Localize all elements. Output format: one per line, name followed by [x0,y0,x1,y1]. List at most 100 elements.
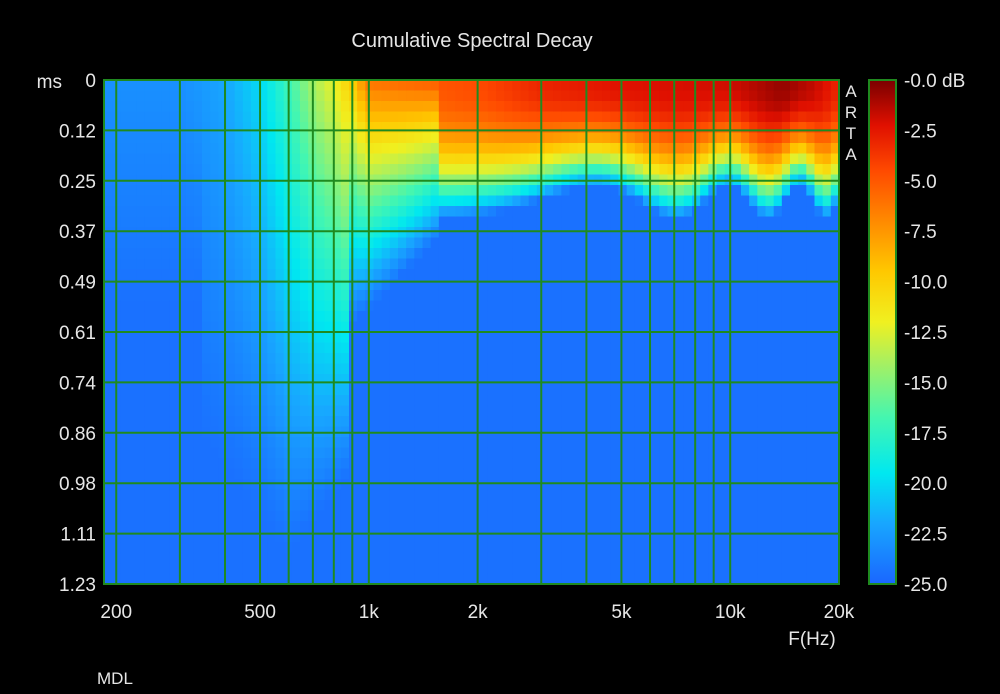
heat-cell [757,90,767,102]
heat-cell [545,111,554,123]
heat-cell [602,258,611,270]
heat-cell [806,500,816,512]
heat-cell [136,101,146,113]
heat-cell [602,489,611,501]
heat-cell [357,468,366,480]
heat-cell [291,353,301,365]
heat-cell [373,311,383,323]
heat-cell [202,479,211,491]
heat-cell [757,437,767,449]
heat-cell [569,353,579,365]
heat-cell [773,447,783,459]
heat-cell [545,563,554,575]
heat-cell [324,552,334,564]
heat-cell [275,248,285,260]
heat-cell [553,479,562,491]
heat-cell [275,531,285,543]
heat-cell [765,290,775,302]
heat-cell [234,447,244,459]
heat-cell [300,374,309,386]
heat-cell [447,363,456,375]
heat-cell [528,206,538,218]
heat-cell [438,521,448,533]
heat-cell [210,248,219,260]
heat-cell [463,258,473,270]
heat-cell [275,395,285,407]
heat-cell [373,416,383,428]
heat-cell [422,111,432,123]
heat-cell [504,101,513,113]
heat-cell [242,374,252,386]
heat-cell [316,227,326,239]
heat-cell [455,479,464,491]
heat-cell [577,216,587,228]
heat-cell [202,290,211,302]
heat-cell [373,384,383,396]
heat-cell [749,300,758,312]
heat-cell [553,510,562,522]
heat-cell [487,479,497,491]
heat-cell [447,153,456,165]
heat-cell [716,153,726,165]
heat-cell [300,395,309,407]
heat-cell [822,458,832,470]
heat-cell [463,384,473,396]
heat-cell [716,185,726,197]
heat-cell [185,90,195,102]
heat-cell [340,447,350,459]
heat-cell [242,332,252,344]
heat-cell [202,458,211,470]
heat-cell [765,405,775,417]
heat-cell [226,101,236,113]
heat-cell [675,521,685,533]
heat-cell [790,80,799,92]
heat-cell [512,552,522,564]
heat-cell [447,111,456,123]
heat-cell [210,122,219,134]
heat-cell [128,248,138,260]
heat-cell [398,531,407,543]
heat-cell [651,227,660,239]
heat-cell [251,489,260,501]
heat-cell [136,90,146,102]
heat-cell [749,489,758,501]
heat-cell [806,405,816,417]
heat-cell [398,416,407,428]
heat-cell [773,90,783,102]
heat-cell [267,405,277,417]
heat-cell [520,479,530,491]
heat-cell [357,521,366,533]
heat-cell [781,510,791,522]
heat-cell [291,563,301,575]
heat-cell [741,122,750,134]
heat-cell [749,227,758,239]
heat-cell [741,164,750,176]
heat-cell [275,563,285,575]
heat-cell [104,500,113,512]
heat-cell [177,248,187,260]
heat-cell [316,458,326,470]
heat-cell [161,258,170,270]
heat-cell [806,216,816,228]
heat-cell [185,206,195,218]
heat-cell [520,195,530,207]
heat-cell [545,195,554,207]
heat-cell [618,405,628,417]
heat-cell [822,321,832,333]
heat-cell [479,101,489,113]
heat-cell [422,300,432,312]
heat-cell [349,227,358,239]
heat-cell [242,395,252,407]
heat-cell [144,416,154,428]
heat-cell [675,300,685,312]
heat-cell [324,363,334,375]
heat-cell [724,573,734,585]
heat-cell [651,510,660,522]
heat-cell [577,342,587,354]
heat-cell [226,531,236,543]
heat-cell [618,227,628,239]
heat-cell [504,479,513,491]
heat-cell [487,290,497,302]
heat-cell [177,353,187,365]
heat-cell [291,248,301,260]
